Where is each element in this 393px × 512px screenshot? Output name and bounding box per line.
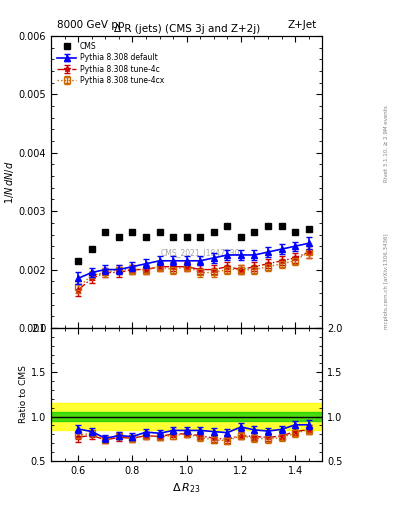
Text: Z+Jet: Z+Jet [288, 20, 317, 30]
Text: mcplots.cern.ch [arXiv:1306.3436]: mcplots.cern.ch [arXiv:1306.3436] [384, 234, 389, 329]
CMS [225, 223, 230, 229]
CMS [184, 234, 189, 241]
Line: CMS: CMS [75, 222, 312, 264]
CMS [266, 223, 270, 229]
CMS [103, 228, 108, 234]
CMS [252, 228, 257, 234]
CMS [171, 234, 175, 241]
CMS [116, 234, 121, 241]
Bar [51, 403, 322, 430]
Bar [51, 412, 322, 421]
CMS [90, 246, 94, 252]
CMS [211, 228, 216, 234]
CMS [198, 234, 203, 241]
Text: CMS_2021_I1847230: CMS_2021_I1847230 [160, 248, 240, 257]
CMS [157, 228, 162, 234]
CMS [279, 223, 284, 229]
CMS [144, 234, 149, 241]
Title: Δ R (jets) (CMS 3j and Z+2j): Δ R (jets) (CMS 3j and Z+2j) [114, 24, 260, 34]
Y-axis label: Ratio to CMS: Ratio to CMS [19, 366, 28, 423]
CMS [130, 228, 135, 234]
CMS [306, 226, 311, 232]
CMS [293, 228, 298, 234]
Legend: CMS, Pythia 8.308 default, Pythia 8.308 tune-4c, Pythia 8.308 tune-4cx: CMS, Pythia 8.308 default, Pythia 8.308 … [55, 39, 167, 87]
Text: Rivet 3.1.10, ≥ 2.9M events: Rivet 3.1.10, ≥ 2.9M events [384, 105, 389, 182]
X-axis label: $\Delta\,R_{23}$: $\Delta\,R_{23}$ [173, 481, 201, 495]
CMS [239, 234, 243, 241]
Y-axis label: $1/N\,dN/d$: $1/N\,dN/d$ [3, 160, 16, 204]
CMS [76, 258, 81, 264]
Text: 8000 GeV pp: 8000 GeV pp [57, 20, 124, 30]
